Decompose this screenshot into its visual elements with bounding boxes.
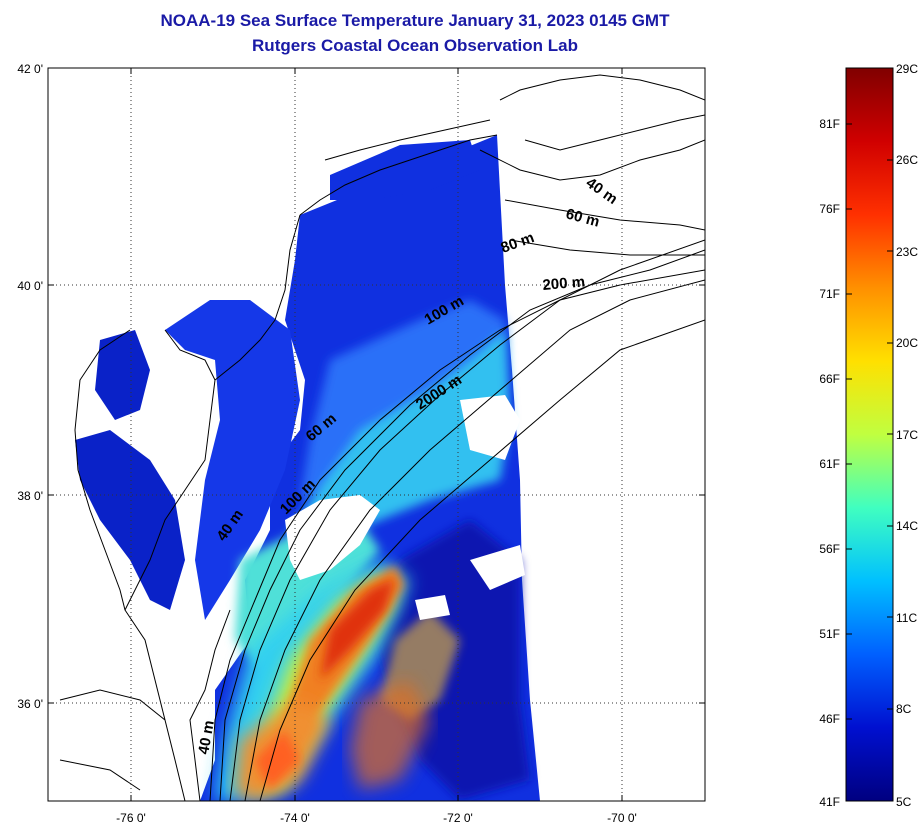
colorbar-c-label: 11C	[896, 611, 917, 625]
graticule	[48, 68, 705, 801]
coastline	[59, 74, 705, 801]
colorbar-f-label: 76F	[819, 202, 840, 216]
isobath-label: 200 m	[542, 273, 586, 294]
colorbar-c-label: 14C	[896, 519, 918, 533]
colorbar-f-label: 51F	[819, 627, 840, 641]
cloud-gap	[285, 495, 380, 580]
colorbar	[845, 67, 894, 802]
isobaths	[209, 139, 705, 801]
colorbar-f-label: 66F	[819, 372, 840, 386]
colorbar-c-label: 20C	[896, 336, 918, 350]
lat-label-38: 38 0'	[17, 489, 43, 503]
colorbar-f-label: 81F	[819, 117, 840, 131]
colorbar-c-label: 8C	[896, 702, 912, 716]
isobath-label: 40 m	[195, 719, 218, 756]
map-subtitle: Rutgers Coastal Ocean Observation Lab	[252, 36, 578, 55]
lon-label-76: -76 0'	[116, 811, 146, 825]
colorbar-c-label: 5C	[896, 795, 912, 809]
sst-chesapeake	[75, 430, 185, 610]
colorbar-f-label: 41F	[819, 795, 840, 809]
colorbar-c-label: 23C	[896, 245, 918, 259]
lat-label-40: 40 0'	[17, 279, 43, 293]
colorbar-c-label: 17C	[896, 428, 918, 442]
frame-ticks	[48, 68, 705, 801]
lat-label-36: 36 0'	[17, 697, 43, 711]
lon-label-74: -74 0'	[280, 811, 310, 825]
colorbar-f-label: 46F	[819, 712, 840, 726]
lon-label-70: -70 0'	[607, 811, 637, 825]
colorbar-f-label: 61F	[819, 457, 840, 471]
colorbar-c-label: 26C	[896, 153, 918, 167]
lat-label-42: 42 0'	[17, 62, 43, 76]
colorbar-f-label: 71F	[819, 287, 840, 301]
colorbar-c-label: 29C	[896, 62, 918, 76]
colorbar-f-label: 56F	[819, 542, 840, 556]
map-title: NOAA-19 Sea Surface Temperature January …	[160, 11, 670, 30]
colorbar-ticks	[846, 67, 893, 802]
lon-label-72: -72 0'	[443, 811, 473, 825]
